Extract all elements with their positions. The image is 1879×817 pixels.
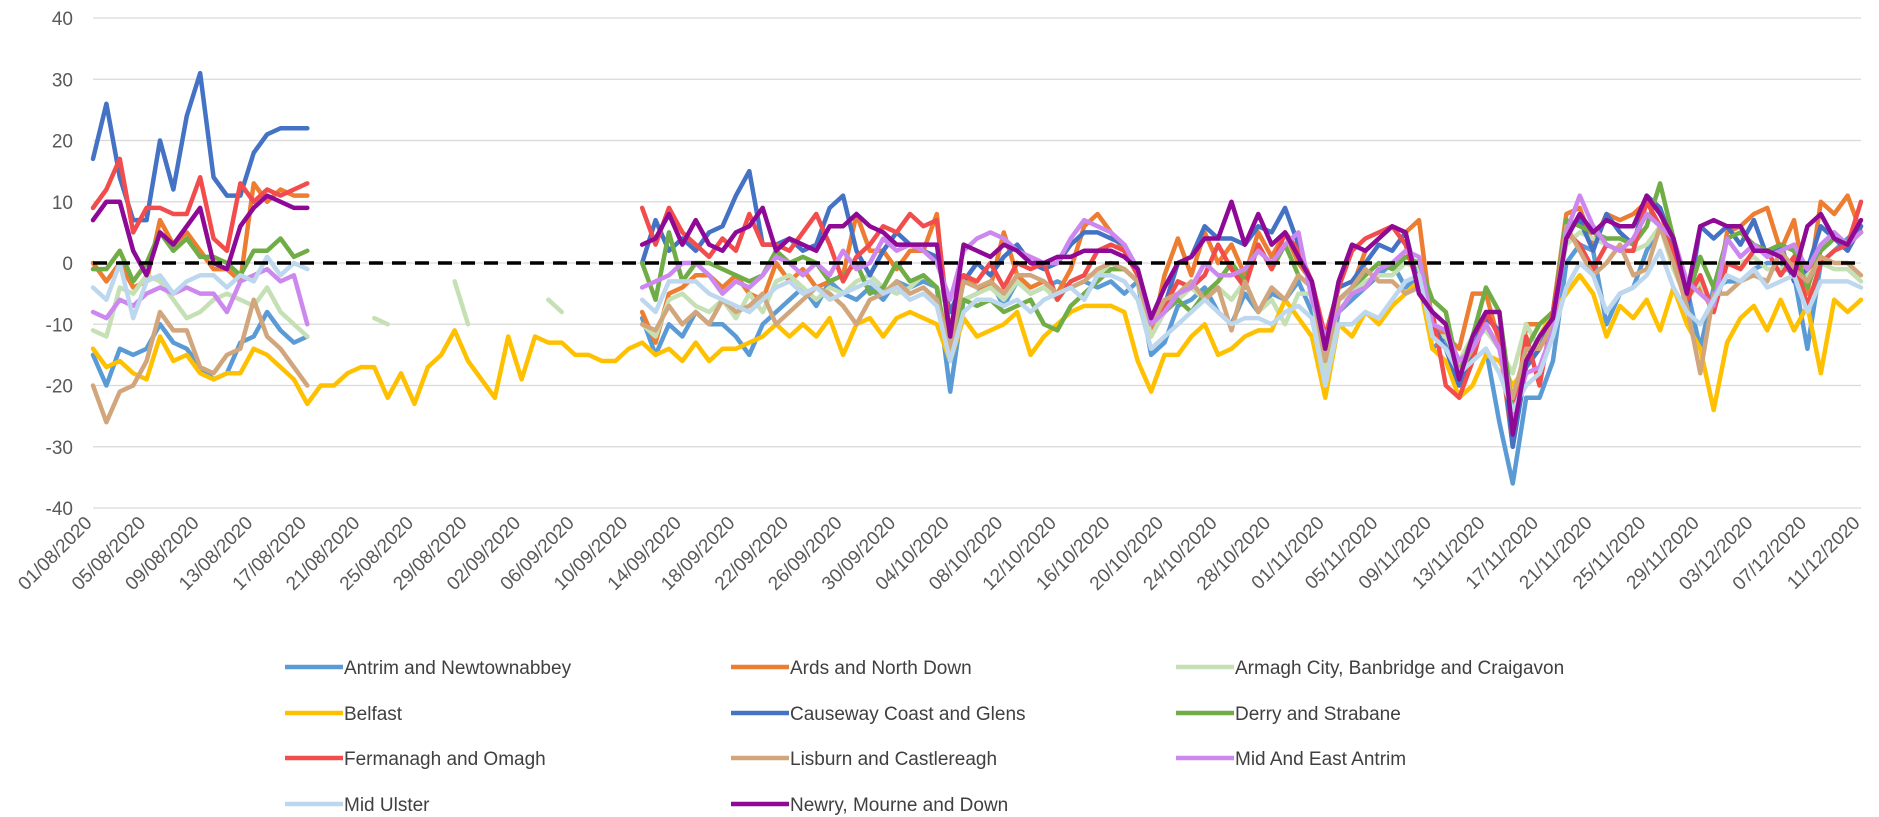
series-line	[90, 181, 1864, 449]
legend-label: Derry and Strabane	[1235, 704, 1401, 725]
legend-label: Fermanagh and Omagh	[344, 749, 546, 770]
y-tick-label: 20	[52, 132, 73, 153]
y-tick-label: -30	[46, 438, 73, 459]
series-line	[90, 224, 1864, 425]
series-line	[90, 224, 1864, 376]
legend-label: Armagh City, Banbridge and Craigavon	[1235, 658, 1564, 679]
y-tick-label: 10	[52, 193, 73, 214]
y-tick-label: 40	[52, 9, 73, 30]
legend-label: Causeway Coast and Glens	[790, 704, 1026, 725]
series-line	[90, 156, 1864, 425]
legend-label: Belfast	[344, 704, 403, 725]
y-tick-label: -40	[46, 499, 73, 520]
y-tick-label: 0	[62, 254, 73, 275]
legend-label: Ards and North Down	[790, 658, 972, 679]
y-tick-label: 30	[52, 70, 73, 91]
legend-label: Lisburn and Castlereagh	[790, 749, 997, 770]
series-line	[90, 193, 1864, 437]
y-tick-label: -10	[46, 315, 73, 336]
legend: Antrim and Newtownabbey Ards and North Do…	[285, 658, 1564, 816]
legend-label: Mid And East Antrim	[1235, 749, 1406, 770]
y-tick-label: -20	[46, 377, 73, 398]
legend-label: Antrim and Newtownabbey	[344, 658, 572, 679]
series-line	[90, 248, 1864, 413]
legend-label: Mid Ulster	[344, 795, 430, 816]
legend-label: Newry, Mourne and Down	[790, 795, 1008, 816]
